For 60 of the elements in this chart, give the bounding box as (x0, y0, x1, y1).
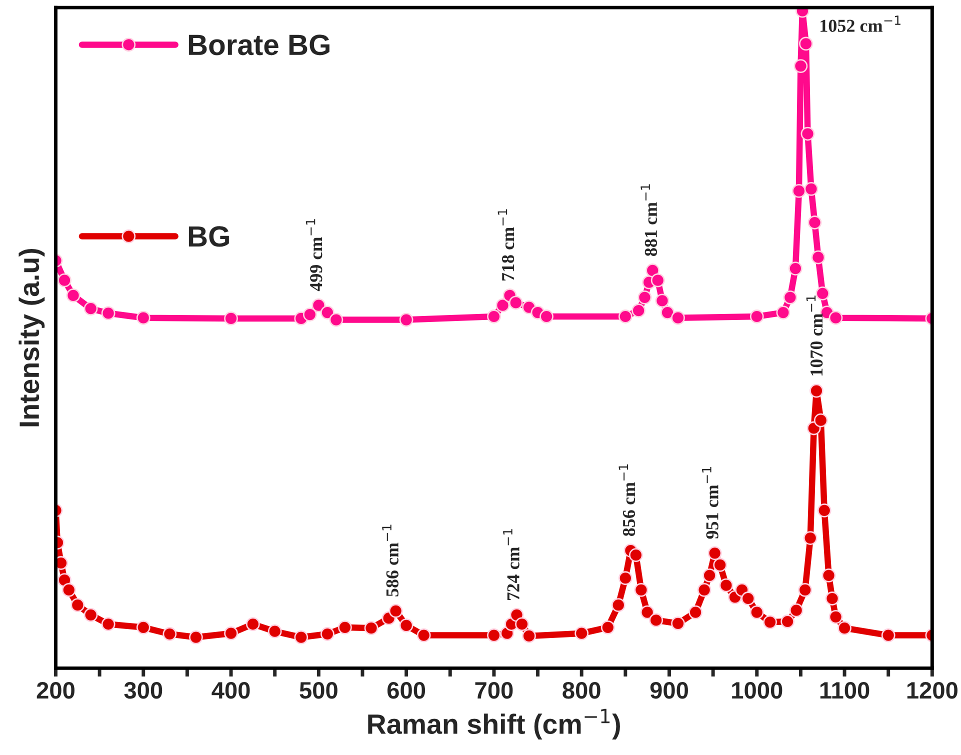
point (487, 310, 501, 324)
point (655, 294, 670, 308)
point (794, 59, 808, 73)
annotation: 724 cm$^{−1}$ (503, 529, 520, 600)
point (671, 310, 685, 325)
x-tick-label: 1000 (732, 682, 782, 699)
x-tick-label: 900 (650, 682, 688, 699)
point (136, 310, 150, 325)
point (618, 310, 632, 324)
point (750, 310, 764, 324)
point (66, 288, 80, 302)
point (788, 262, 802, 276)
x-tick-label: 1100 (820, 682, 870, 699)
annotation: 718 cm$^{−1}$ (498, 209, 514, 281)
point (302, 308, 317, 322)
legend-label: Borate BG (188, 34, 330, 56)
x-tick-label: 800 (562, 682, 600, 699)
point (783, 290, 798, 304)
point (101, 306, 116, 320)
point (399, 312, 414, 327)
point (508, 296, 523, 310)
x-tick-label: 700 (475, 682, 513, 699)
annotation: 586 cm$^{−1}$ (382, 524, 398, 596)
point (792, 184, 806, 198)
annotation: 951 cm$^{−1}$ (702, 466, 718, 539)
point (632, 304, 646, 318)
point (320, 306, 334, 320)
point (816, 286, 830, 300)
annotation: 1070 cm$^{−1}$ (806, 296, 823, 376)
point (828, 310, 843, 325)
annotation: 856 cm$^{−1}$ (618, 464, 636, 536)
x-tick-label: 500 (300, 682, 338, 699)
point (58, 273, 72, 288)
point (811, 250, 826, 264)
point (638, 290, 652, 304)
x-tick-label: 400 (212, 682, 250, 699)
point (799, 36, 813, 51)
point (224, 312, 238, 326)
x-tick-label: 200 (36, 682, 74, 699)
point (776, 306, 790, 320)
annotation: 1052 cm$^{−1}$ (820, 16, 900, 32)
y-axis-title: Intensity (a.u) (18, 248, 45, 426)
point (312, 298, 326, 312)
x-axis-title: Raman shift (cm$^{−1}$) (368, 708, 620, 740)
x-tick-label: 300 (124, 682, 162, 699)
x-tick-label: 600 (387, 682, 426, 699)
point (646, 264, 660, 278)
point (329, 312, 344, 327)
point (804, 182, 818, 196)
annotation: 499 cm$^{−1}$ (306, 219, 322, 292)
annotation: 881 cm$^{−1}$ (640, 184, 658, 256)
point (660, 306, 674, 320)
point (808, 216, 822, 230)
point (540, 310, 554, 324)
point (800, 126, 815, 141)
legend-label: BG (188, 226, 229, 247)
point (650, 273, 665, 288)
x-tick-label: 1200 (907, 682, 958, 699)
point (496, 298, 510, 312)
point (84, 302, 98, 316)
